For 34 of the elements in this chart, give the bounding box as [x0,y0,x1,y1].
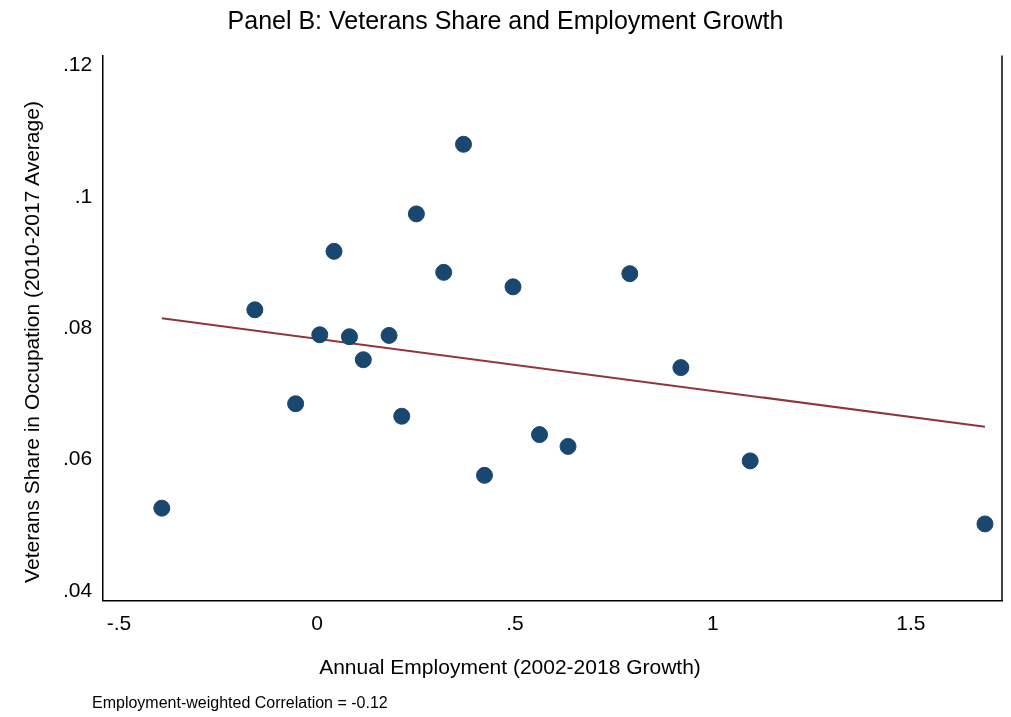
chart-title: Panel B: Veterans Share and Employment Growth [226,6,785,35]
y-tick-label: .12 [62,52,93,76]
point [407,205,425,223]
point [455,135,473,153]
point [976,515,994,533]
y-tick-label: .06 [62,446,93,470]
point [393,407,411,425]
x-tick-label: 1.5 [896,611,926,635]
y-tick-label: .08 [62,315,93,338]
x-axis-title: Annual Employment (2002-2018 Growth) [318,655,702,679]
point [672,359,690,377]
point [741,452,759,470]
x-tick-label: 1 [707,611,719,635]
point [435,263,453,281]
y-axis-title: Veterans Share in Occupation (2010-2017 Average) [20,100,44,585]
point [504,278,522,296]
x-tick-label: .5 [506,611,524,635]
point [287,395,305,413]
point [153,499,171,517]
x-tick-label: -.5 [106,611,132,635]
point [531,426,549,444]
text: Employment-weighted Correlation = -0.12 [92,694,388,712]
x-tick-label: 0 [311,611,323,635]
point [559,437,577,455]
point [475,466,493,484]
point [340,328,358,346]
point [354,351,372,369]
y-tick-label: .04 [62,577,93,601]
point [380,326,398,344]
point [325,242,343,260]
y-tick-label: .1 [74,183,93,207]
point [621,265,639,283]
point [246,301,264,319]
point [311,326,329,344]
